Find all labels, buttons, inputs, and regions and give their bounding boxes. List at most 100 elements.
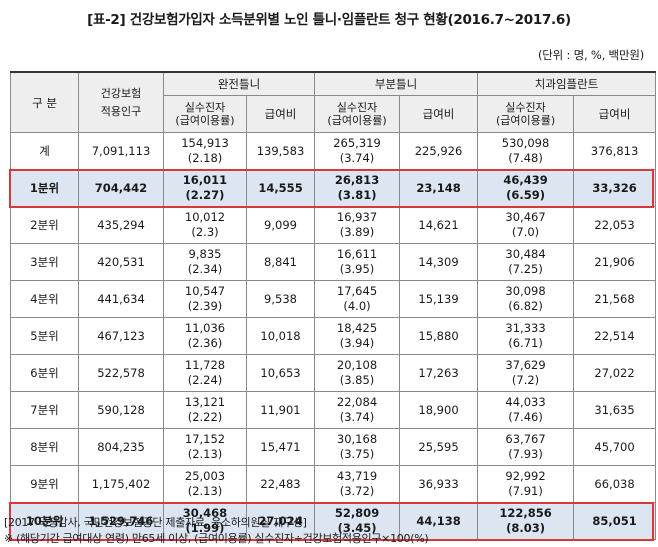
implant-patients-count: 30,484 [505, 247, 546, 261]
full-denture-cost-value: 22,483 [260, 477, 301, 491]
partial-denture-patients-rate: (3.81) [337, 188, 377, 202]
cell-implant-cost: 45,700 [573, 428, 657, 466]
row-label: 4분위 [30, 292, 59, 306]
cell-label: 5분위 [10, 317, 79, 355]
partial-denture-cost-value: 14,309 [418, 255, 459, 269]
cell-full-denture-cost: 9,538 [245, 280, 316, 318]
full-denture-cost-value: 27,024 [258, 514, 303, 528]
partial-denture-patients-rate: (4.0) [343, 299, 371, 313]
header-patients-label: 실수진자 (급여이용률) [495, 101, 556, 127]
cell-partial-denture-cost: 36,933 [399, 465, 479, 503]
cell-insured: 704,442 [78, 169, 164, 207]
header-cost: 급여비 [399, 95, 479, 133]
cell-insured: 522,578 [78, 354, 164, 392]
partial-denture-patients-count: 52,809 [334, 506, 380, 520]
header-insured: 건강보험 적용인구 [78, 71, 164, 133]
cell-label: 계 [10, 132, 79, 170]
implant-cost-value: 45,700 [594, 440, 635, 454]
cell-insured: 441,634 [78, 280, 164, 318]
cell-partial-denture-patients: 17,645 (4.0) [314, 280, 401, 318]
full-denture-patients-rate: (2.36) [187, 336, 223, 350]
full-denture-patients-rate: (1.99) [185, 521, 225, 535]
full-denture-patients-count: 30,468 [182, 506, 228, 520]
cell-implant-patients: 30,467 (7.0) [477, 206, 575, 244]
table-row: 5분위 467,123 11,036 (2.36) 10,018 18,425 (3.94)… [10, 317, 657, 355]
implant-cost-value: 31,635 [594, 403, 635, 417]
full-denture-patients-rate: (2.18) [187, 151, 223, 165]
insured-value: 7,091,113 [91, 144, 151, 158]
cell-label: 3분위 [10, 243, 79, 281]
full-denture-cost-value: 9,538 [264, 292, 297, 306]
cell-partial-denture-patients: 26,813 (3.81) [314, 169, 401, 207]
cell-partial-denture-cost: 18,900 [399, 391, 479, 429]
partial-denture-patients-rate: (3.74) [339, 410, 375, 424]
cell-label: 4분위 [10, 280, 79, 318]
implant-cost-value: 27,022 [594, 366, 635, 380]
partial-denture-patients-rate: (3.72) [339, 484, 375, 498]
row-label: 1분위 [29, 181, 60, 195]
claims-table: 구 분 건강보험 적용인구 완전틀니 부분틀니 치과임플란트 실수진자 (급여이… [10, 71, 657, 540]
implant-cost-value: 22,053 [594, 218, 635, 232]
full-denture-patients-rate: (2.3) [191, 225, 219, 239]
full-denture-patients-rate: (2.22) [187, 410, 223, 424]
partial-denture-cost-value: 15,139 [418, 292, 459, 306]
implant-patients-count: 92,992 [505, 469, 546, 483]
cell-insured: 7,091,113 [78, 132, 164, 170]
partial-denture-patients-rate: (3.74) [339, 151, 375, 165]
cell-full-denture-cost: 27,024 [245, 502, 316, 540]
row-label: 2분위 [30, 218, 59, 232]
partial-denture-patients-count: 20,108 [336, 358, 378, 372]
full-denture-patients-rate: (2.27) [185, 188, 225, 202]
partial-denture-patients-count: 43,719 [336, 469, 378, 483]
partial-denture-cost-value: 18,900 [418, 403, 459, 417]
page-title: [표-2] 건강보험가입자 소득분위별 노인 틀니·임플란트 청구 현황(201… [87, 12, 571, 28]
cell-full-denture-patients: 17,152 (2.13) [163, 428, 247, 466]
header-patients: 실수진자 (급여이용률) [477, 95, 575, 133]
partial-denture-patients-count: 16,611 [336, 247, 378, 261]
full-denture-patients-rate: (2.13) [187, 484, 223, 498]
full-denture-patients-count: 11,728 [184, 358, 226, 372]
partial-denture-cost-value: 225,926 [414, 144, 463, 158]
partial-denture-patients-rate: (3.45) [337, 521, 377, 535]
header-cost: 급여비 [245, 95, 316, 133]
cell-label: 10분위 [10, 502, 79, 540]
row-label: 5분위 [30, 329, 59, 343]
implant-cost-value: 21,568 [594, 292, 635, 306]
full-denture-cost-value: 15,471 [260, 440, 301, 454]
implant-cost-value: 21,906 [594, 255, 635, 269]
implant-patients-count: 63,767 [505, 432, 546, 446]
implant-cost-value: 85,051 [592, 514, 637, 528]
full-denture-patients-count: 25,003 [184, 469, 226, 483]
cell-label: 7분위 [10, 391, 79, 429]
full-denture-cost-value: 8,841 [264, 255, 297, 269]
cell-full-denture-cost: 8,841 [245, 243, 316, 281]
table-row: 1분위 704,442 16,011 (2.27) 14,555 26,813 (3.81)… [10, 169, 657, 207]
insured-value: 420,531 [97, 255, 145, 269]
full-denture-patients-rate: (2.24) [187, 373, 223, 387]
implant-patients-rate: (6.59) [506, 188, 545, 202]
cell-insured: 804,235 [78, 428, 164, 466]
cell-full-denture-patients: 16,011 (2.27) [163, 169, 247, 207]
partial-denture-patients-count: 26,813 [334, 173, 380, 187]
cell-insured: 420,531 [78, 243, 164, 281]
full-denture-patients-count: 13,121 [184, 395, 226, 409]
partial-denture-cost-value: 15,880 [418, 329, 459, 343]
cell-full-denture-cost: 22,483 [245, 465, 316, 503]
source-note: [2017 국정감사, 국민건강보험공단 제출자료, 윤소하의원실 재구성] [4, 516, 307, 529]
cell-partial-denture-patients: 16,611 (3.95) [314, 243, 401, 281]
implant-patients-rate: (8.03) [506, 521, 545, 535]
partial-denture-patients-rate: (3.89) [339, 225, 375, 239]
definition-note: ※ (해당기간 급여대상 연령) 만65세 이상, (급여이용률) 실수진자÷건… [4, 532, 429, 545]
implant-cost-value: 22,514 [594, 329, 635, 343]
full-denture-patients-count: 17,152 [184, 432, 226, 446]
partial-denture-cost-value: 17,263 [418, 366, 459, 380]
partial-denture-cost-value: 36,933 [418, 477, 459, 491]
full-denture-patients-count: 16,011 [182, 173, 228, 187]
implant-patients-count: 31,333 [505, 321, 546, 335]
cell-partial-denture-cost: 15,880 [399, 317, 479, 355]
cell-partial-denture-patients: 16,937 (3.89) [314, 206, 401, 244]
partial-denture-cost-value: 44,138 [416, 514, 461, 528]
cell-implant-cost: 27,022 [573, 354, 657, 392]
table-row: 3분위 420,531 9,835 (2.34) 8,841 16,611 (3.95) 14… [10, 243, 657, 281]
insured-value: 522,578 [97, 366, 145, 380]
